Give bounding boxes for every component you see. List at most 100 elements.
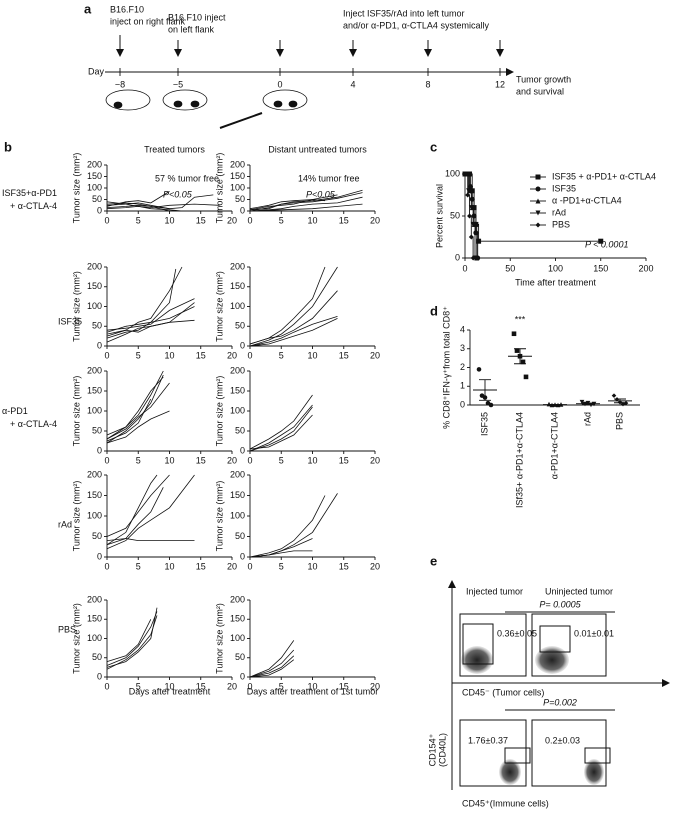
x-tick-label: 5 bbox=[136, 215, 141, 225]
tumor-curve bbox=[106, 607, 158, 668]
survival-curve bbox=[465, 173, 601, 242]
tumor-curve bbox=[106, 538, 195, 541]
sem-bar bbox=[582, 402, 594, 405]
x-tick-label: 50 bbox=[505, 263, 515, 273]
tumor-curve bbox=[106, 474, 170, 537]
tumor-curve bbox=[106, 201, 195, 212]
y-axis-label: Tumor size (mm²) bbox=[71, 481, 81, 552]
tumor-curve bbox=[249, 199, 326, 210]
gate-value: 0.2±0.03 bbox=[545, 735, 580, 745]
tumor-curve bbox=[106, 487, 164, 546]
timeline-note: Tumor growth bbox=[516, 74, 571, 84]
y-tick-label: 0 bbox=[240, 445, 245, 455]
day: 8 bbox=[425, 79, 430, 89]
x-tick-label: 0 bbox=[104, 455, 109, 465]
annotation: 57 % tumor free bbox=[155, 173, 219, 183]
y-tick-label: 0 bbox=[455, 252, 460, 262]
x-tick-label: 5 bbox=[136, 455, 141, 465]
y-tick-label: 200 bbox=[230, 365, 245, 375]
y-tick-label: 100 bbox=[230, 182, 245, 192]
y-tick-label: 0 bbox=[240, 671, 245, 681]
tumor-curve bbox=[106, 474, 195, 550]
y-tick-label: 0 bbox=[240, 340, 245, 350]
tumor-curve bbox=[106, 474, 158, 546]
panel-label: c bbox=[430, 139, 437, 154]
marker bbox=[611, 393, 617, 398]
x-tick-label: 15 bbox=[196, 215, 206, 225]
sem-bar bbox=[514, 348, 526, 365]
y-tick-label: 200 bbox=[230, 159, 245, 169]
legend-label: PBS bbox=[552, 219, 570, 229]
column-title: Distant untreated tumors bbox=[268, 144, 367, 154]
tumor-curve bbox=[106, 611, 158, 666]
category-label: rAd bbox=[582, 412, 592, 426]
y-tick-label: 100 bbox=[230, 405, 245, 415]
y-tick-label: 50 bbox=[235, 652, 245, 662]
x-tick-label: 5 bbox=[279, 681, 284, 691]
y-axis-label: Tumor size (mm²) bbox=[214, 603, 224, 674]
marker bbox=[465, 192, 471, 198]
tumor-curve bbox=[249, 316, 338, 347]
tumor-curve bbox=[249, 290, 338, 345]
panel-label: a bbox=[84, 1, 92, 16]
y-tick-label: 100 bbox=[87, 301, 102, 311]
x-tick-label: 0 bbox=[462, 263, 467, 273]
y-tick-label: 200 bbox=[87, 594, 102, 604]
tumor-curve bbox=[249, 659, 295, 678]
x-tick-label: 20 bbox=[370, 215, 380, 225]
annotation: *** bbox=[515, 314, 526, 324]
category-label: α-PD1+α-CTLA4 bbox=[549, 412, 559, 479]
x-tick-label: 10 bbox=[164, 350, 174, 360]
tumor-curve bbox=[249, 550, 313, 558]
tumor-curve bbox=[106, 410, 170, 444]
row-label: + α-CTLA-4 bbox=[10, 201, 57, 211]
timeline-decor bbox=[105, 35, 514, 129]
day-label: Day bbox=[88, 66, 105, 76]
tumor-curve bbox=[249, 414, 313, 450]
x-tick-label: 15 bbox=[339, 681, 349, 691]
y-tick-label: 50 bbox=[92, 321, 102, 331]
x-tick-label: 15 bbox=[339, 561, 349, 571]
annotation: P < 0.0001 bbox=[585, 239, 628, 249]
row-label: ISF35+α-PD1 bbox=[2, 188, 57, 198]
p-value: P=0.002 bbox=[543, 697, 577, 707]
y-tick-label: 100 bbox=[87, 182, 102, 192]
panel-label: b bbox=[4, 139, 12, 154]
x-tick-label: 10 bbox=[164, 561, 174, 571]
y-axis-label: Tumor size (mm²) bbox=[71, 376, 81, 447]
x-tick-label: 20 bbox=[370, 350, 380, 360]
tumor-curve bbox=[249, 495, 326, 558]
row-label: CD45⁺(Immune cells) bbox=[462, 798, 549, 808]
marker bbox=[514, 348, 520, 353]
tumor-curve bbox=[106, 266, 183, 335]
y-tick-label: 150 bbox=[87, 281, 102, 291]
gate-value: 1.76±0.37 bbox=[468, 735, 508, 745]
tumor-curve bbox=[249, 266, 338, 347]
x-tick-label: 10 bbox=[164, 681, 174, 691]
tumor-curve bbox=[249, 194, 338, 211]
legend-label: rAd bbox=[552, 207, 566, 217]
x-tick-label: 10 bbox=[307, 681, 317, 691]
y-tick-label: 100 bbox=[87, 633, 102, 643]
y-tick-label: 50 bbox=[235, 531, 245, 541]
tumor-curve bbox=[106, 302, 195, 343]
x-tick-label: 15 bbox=[196, 561, 206, 571]
timeline-note: and survival bbox=[516, 86, 564, 96]
y-axis-label: Percent survival bbox=[434, 184, 444, 248]
x-tick-label: 20 bbox=[227, 350, 237, 360]
marker bbox=[470, 255, 476, 261]
timeline-note: Inject ISF35/rAd into left tumor bbox=[343, 8, 465, 18]
day: 0 bbox=[277, 79, 282, 89]
y-tick-label: 200 bbox=[230, 261, 245, 271]
y-tick-label: 50 bbox=[235, 425, 245, 435]
x-tick-label: 20 bbox=[227, 215, 237, 225]
annotation: P<0.05 bbox=[163, 189, 193, 199]
x-tick-label: 200 bbox=[638, 263, 653, 273]
tumor-curve bbox=[106, 203, 220, 210]
y-tick-label: 3 bbox=[460, 343, 465, 353]
x-tick-label: 15 bbox=[196, 455, 206, 465]
x-tick-label: 0 bbox=[247, 215, 252, 225]
x-tick-label: 5 bbox=[136, 681, 141, 691]
row-label: + α-CTLA-4 bbox=[10, 419, 57, 429]
